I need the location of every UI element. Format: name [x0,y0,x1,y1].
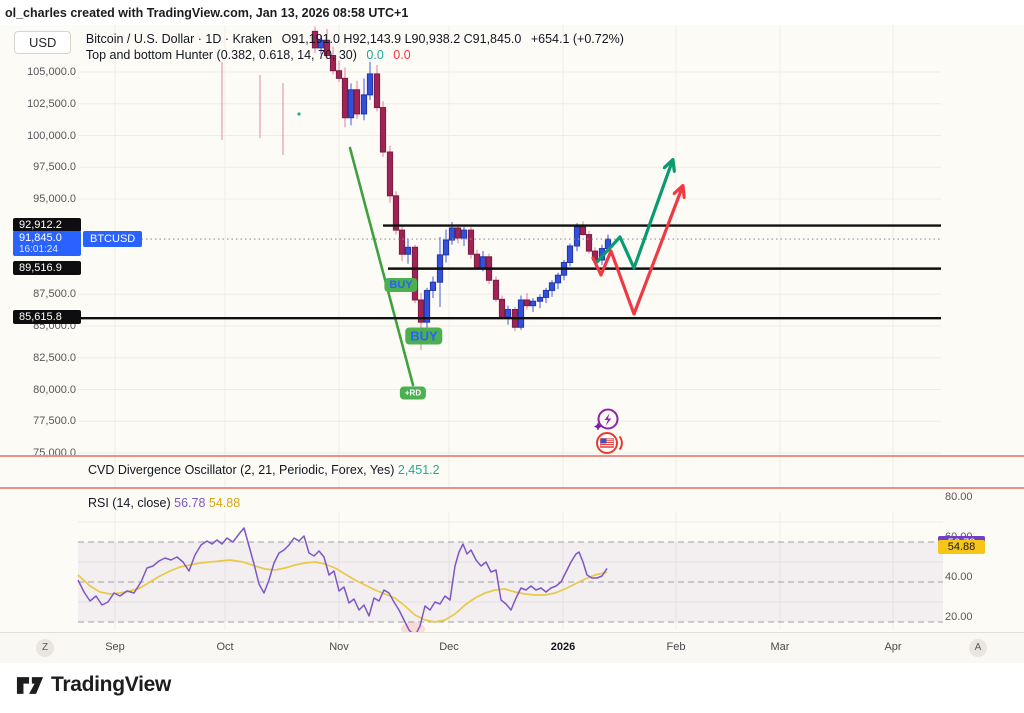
price-tick: 100,000.0 [27,129,76,142]
time-label: Nov [329,641,349,653]
flash-event-icon[interactable] [592,407,622,440]
price-tick: 80,000.0 [33,383,76,396]
level-price-badge: 89,516.9 [13,260,81,275]
price-tick: 102,500.0 [27,97,76,110]
cvd-indicator-row: CVD Divergence Oscillator (2, 21, Period… [88,463,440,477]
price-tick: 82,500.0 [33,351,76,364]
tradingview-logo-text: TradingView [51,673,172,696]
current-price-value: 91,845.0 [19,232,62,245]
price-tick: 97,500.0 [33,161,76,174]
chart-legend: USD Bitcoin / U.S. Dollar · 1D · Kraken … [14,31,624,64]
buy-signal-label[interactable]: BUY [384,278,418,292]
scroll-right-button[interactable]: A [969,639,987,657]
price-tick: 87,500.0 [33,288,76,301]
time-label: Feb [666,641,686,653]
cvd-title[interactable]: CVD Divergence Oscillator (2, 21, Period… [88,463,395,477]
ohlc-values: O91,191.0 H92,143.9 L90,938.2 C91,845.0 [281,32,522,46]
countdown-timer: 16:01:24 [19,244,58,256]
time-label: 2026 [550,641,576,653]
footer: TradingView [0,662,1024,713]
pane-separator-bottom[interactable] [0,487,1024,489]
rsi-indicator-row: RSI (14, close) 56.78 54.88 [88,496,240,510]
indicator-title[interactable]: Top and bottom Hunter (0.382, 0.618, 14,… [85,48,357,62]
main-price-pane[interactable] [0,25,1024,487]
time-scale[interactable]: Sep Oct Nov Dec 2026 Feb Mar Apr Z A [0,632,1024,663]
rsi-pane[interactable] [0,487,1024,632]
attribution-text: ol_charles created with TradingView.com,… [5,6,409,20]
price-tick: 95,000.0 [33,193,76,205]
price-tick: 75,000.0 [33,447,76,459]
buy-signal-label[interactable]: BUY [405,327,443,345]
scroll-left-button[interactable]: Z [36,639,54,657]
symbol-price-tag: BTCUSD [83,231,143,248]
symbol-title[interactable]: Bitcoin / U.S. Dollar · 1D · Kraken [85,32,273,46]
rd-signal-label[interactable]: +RD [399,386,427,400]
currency-toggle-button[interactable]: USD [14,31,72,54]
rsi-tick: 20.00 [945,611,973,623]
rsi-tick: 40.00 [945,571,973,583]
tradingview-logo-icon [16,676,44,694]
pane-separator-top[interactable] [0,455,1024,457]
rsi-ma-badge: 54.88 [938,540,985,555]
rsi-tick: 80.00 [945,491,973,503]
time-label: Mar [770,641,790,653]
price-tick: 105,000.0 [27,66,76,78]
time-label: Oct [216,641,234,653]
current-price-badge: 91,845.0 16:01:24 [13,231,81,257]
indicator-value-green: 0.0 [366,48,384,62]
level-price-badge: 85,615.8 [13,310,81,325]
tradingview-logo[interactable]: TradingView [16,673,171,697]
time-label: Dec [439,641,459,653]
rsi-ma-value: 54.88 [208,496,241,510]
indicator-value-red: 0.0 [393,48,411,62]
cvd-value: 2,451.2 [397,463,440,477]
time-label: Apr [884,641,902,653]
us-economic-event-icon[interactable] [594,430,626,461]
rsi-title[interactable]: RSI (14, close) [88,496,171,510]
level-price-badge: 92,912.2 [13,217,81,232]
rsi-line-value: 56.78 [174,496,206,510]
time-label: Sep [105,641,125,653]
change-value: +654.1 (+0.72%) [530,32,624,46]
chart-card: USD Bitcoin / U.S. Dollar · 1D · Kraken … [0,25,1024,663]
price-tick: 77,500.0 [33,415,76,428]
